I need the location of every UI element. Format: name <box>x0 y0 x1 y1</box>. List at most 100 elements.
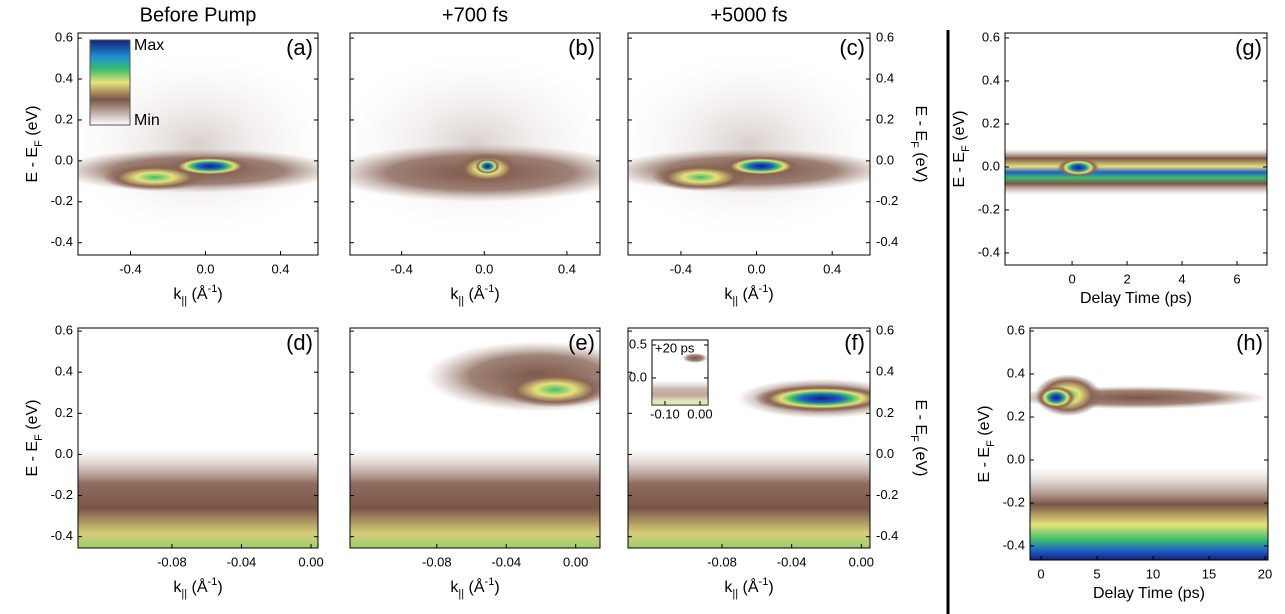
x-tick-label: -0.04 <box>491 554 521 569</box>
plot-frame <box>1004 32 1268 266</box>
x-axis-label-part: || <box>732 295 738 307</box>
x-tick-label: -0.08 <box>707 554 737 569</box>
y-tick-label: 0.6 <box>982 29 1000 44</box>
x-axis-label-part: ) <box>217 286 222 303</box>
x-axis-label-part: || <box>732 588 738 600</box>
x-tick-label: 0.00 <box>687 406 712 421</box>
x-tick-label: 10 <box>1146 566 1160 581</box>
x-axis-label-part: || <box>181 588 187 600</box>
x-axis-label-part: -1 <box>485 576 495 588</box>
x-axis-label-part: ) <box>494 286 499 303</box>
column-title: +5000 fs <box>710 4 787 26</box>
x-axis-label-part: || <box>181 295 187 307</box>
y-axis-label-part: (eV) <box>912 442 929 477</box>
x-tick-label: 0 <box>1037 566 1044 581</box>
x-axis-label-part: k <box>173 286 182 303</box>
y-tick-label: 0.4 <box>982 72 1000 87</box>
x-tick-label: 0.4 <box>271 261 289 276</box>
intensity <box>628 44 870 244</box>
y-tick-label: -0.2 <box>876 193 898 208</box>
x-axis-label-part: -1 <box>759 576 769 588</box>
intensity <box>350 44 600 244</box>
panel-label: (g) <box>1235 35 1262 60</box>
x-axis-label-part: -1 <box>208 576 218 588</box>
x-tick-label: 6 <box>1233 271 1240 286</box>
x-tick-label: 0.0 <box>475 261 493 276</box>
y-tick-label: 0.2 <box>876 111 894 126</box>
x-tick-label: 0.00 <box>298 554 323 569</box>
y-tick-label: 0.4 <box>1007 365 1025 380</box>
y-tick-label: 0.2 <box>876 405 894 420</box>
x-tick-label: -0.04 <box>777 554 807 569</box>
intensity <box>169 156 251 177</box>
y-tick-label: -0.2 <box>51 193 73 208</box>
y-tick-label: -0.2 <box>1003 494 1025 509</box>
y-axis-label-part: (eV) <box>951 111 968 146</box>
colorbar-max: Max <box>134 37 164 54</box>
x-tick-label: 0.00 <box>849 554 874 569</box>
x-tick-label: 0 <box>1068 271 1075 286</box>
y-tick-label: 0.0 <box>55 446 73 461</box>
y-tick-label: 0.4 <box>55 70 73 85</box>
y-tick-label: 0.4 <box>876 364 894 379</box>
x-axis-label-part: Delay Time (ps) <box>1080 290 1192 307</box>
x-axis-label-part: k <box>450 286 459 303</box>
x-tick-label: 2 <box>1123 271 1130 286</box>
x-axis-label-part: ) <box>768 286 773 303</box>
intensity-map <box>78 44 318 244</box>
x-axis-label-part: ) <box>768 579 773 596</box>
plot-frame <box>1029 327 1269 561</box>
x-axis-label: k|| (Å-1) <box>724 283 773 307</box>
x-axis-label: k|| (Å-1) <box>450 576 499 600</box>
y-axis-label-part: F <box>908 141 920 148</box>
plot-frame <box>349 327 601 549</box>
y-axis-label-part: E - E <box>24 147 41 183</box>
x-tick-label: 0.0 <box>196 261 214 276</box>
y-tick-label: -0.4 <box>51 234 73 249</box>
y-tick-label: 0.0 <box>876 446 894 461</box>
y-tick-label: -0.2 <box>51 487 73 502</box>
x-axis-label-part: ) <box>494 579 499 596</box>
y-tick-label: 0.5 <box>629 336 647 351</box>
panel-label: (b) <box>568 35 595 60</box>
x-tick-label: -0.04 <box>227 554 257 569</box>
x-axis-label-part: -1 <box>759 283 769 295</box>
y-tick-label: 0.0 <box>876 152 894 167</box>
plot-frame <box>77 327 319 549</box>
plot-frame <box>349 32 601 256</box>
y-tick-label: -0.4 <box>876 234 898 249</box>
y-tick-label: 0.4 <box>55 364 73 379</box>
column-title: +700 fs <box>442 4 508 26</box>
x-axis-label-part: k <box>173 579 182 596</box>
intensity-map <box>628 44 870 244</box>
y-tick-label: 0.2 <box>1007 408 1025 423</box>
panel-label: (f) <box>844 330 865 355</box>
panel-label: (d) <box>286 330 313 355</box>
x-tick-label: 5 <box>1093 566 1100 581</box>
intensity-map <box>350 44 600 244</box>
intensity-map <box>350 341 600 548</box>
y-tick-label: -0.2 <box>978 201 1000 216</box>
x-axis-label-part: (Å <box>738 577 759 596</box>
x-tick-label: 0.00 <box>563 554 588 569</box>
x-axis-label-part: (Å <box>464 577 485 596</box>
y-tick-label: 0.6 <box>1007 322 1025 337</box>
plot-frame <box>627 327 871 549</box>
intensity-map <box>1005 149 1267 196</box>
y-tick-label: 0.0 <box>1007 451 1025 466</box>
x-axis-label-part: (Å <box>187 577 208 596</box>
y-tick-label: 0.2 <box>55 111 73 126</box>
colorbar <box>89 39 131 126</box>
y-tick-label: 0.0 <box>982 158 1000 173</box>
intensity <box>1037 386 1076 410</box>
intensity <box>475 158 500 174</box>
inset-intensity <box>682 353 708 363</box>
y-tick-label: 0.6 <box>876 30 894 45</box>
intensity <box>1030 467 1268 560</box>
y-axis-label-part: (eV) <box>976 406 993 441</box>
y-tick-label: -0.2 <box>876 487 898 502</box>
x-axis-label-part: || <box>458 588 464 600</box>
x-axis-label-part: k <box>724 579 733 596</box>
intensity <box>652 163 749 191</box>
